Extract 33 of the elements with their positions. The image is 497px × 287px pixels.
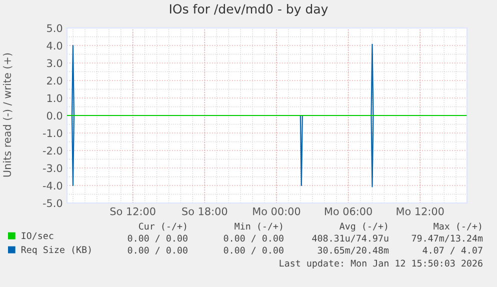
y-tick-label: 0.0 — [46, 112, 62, 120]
y-axis-title: Units read (-) / write (+) — [2, 53, 12, 177]
x-tick-label: So 12:00 — [110, 207, 156, 216]
y-tick-label: -4.0 — [43, 182, 62, 190]
text: 30.65m/20.48m — [318, 246, 389, 254]
x-tick-label: So 18:00 — [182, 207, 228, 216]
text: Max (-/+) — [434, 222, 482, 231]
text: 0.00 / 0.00 — [224, 246, 284, 254]
text: 4.07 / 4.07 — [422, 246, 482, 254]
text: 0.00 / 0.00 — [128, 234, 188, 242]
x-tick-label: Mo 12:00 — [396, 207, 444, 216]
text: Min (-/+) — [234, 222, 282, 231]
text: 0.00 / 0.00 — [128, 246, 188, 254]
text: Last update: Mon Jan 12 15:50:03 2026 — [280, 260, 482, 268]
y-tick-label: -3.0 — [43, 164, 62, 172]
y-tick-label: -5.0 — [43, 199, 62, 208]
legend-label: IO/sec — [22, 232, 54, 240]
text: Avg (-/+) — [340, 222, 388, 232]
text: Cur (-/+) — [138, 222, 186, 231]
y-tick-label: -1.0 — [43, 129, 62, 138]
y-tick-label: -2.0 — [43, 146, 62, 155]
text: 79.47m/13.24m — [412, 234, 483, 242]
text: 408.31u/74.97u — [312, 234, 388, 242]
y-tick-label: 3.0 — [47, 59, 62, 68]
x-tick-label: Mo 06:00 — [324, 207, 372, 216]
y-tick-label: 5.0 — [47, 24, 62, 32]
y-tick-label: 4.0 — [46, 42, 62, 50]
y-tick-label: 2.0 — [47, 76, 62, 85]
x-tick-label: Mo 00:00 — [253, 207, 300, 216]
text: 0.00 / 0.00 — [224, 234, 284, 242]
y-tick-label: 1.0 — [47, 94, 62, 102]
legend-label: Req Size (KB) — [21, 246, 91, 255]
chart-title: IOs for /dev/md0 - by day — [170, 4, 328, 16]
